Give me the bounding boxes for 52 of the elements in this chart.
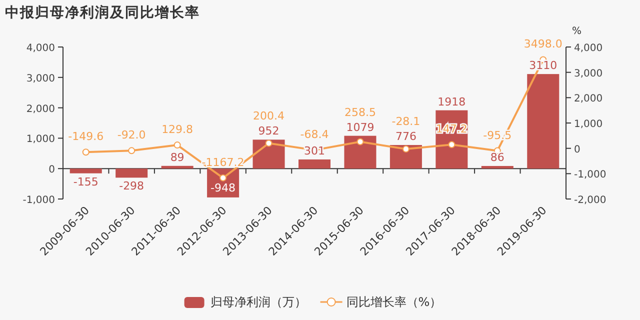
data-label: 147.2: [436, 122, 468, 136]
data-label: -155: [73, 175, 98, 188]
data-label: 1079: [346, 120, 374, 134]
y-tick-label: 3,000: [26, 73, 55, 84]
point: [356, 138, 364, 146]
bar: [70, 168, 102, 174]
bar: [252, 140, 285, 169]
data-label: 3498.0: [524, 38, 562, 51]
data-label: -298: [119, 180, 144, 193]
y2-tick-label: 0: [574, 144, 580, 156]
data-label: -948: [210, 181, 236, 194]
y2-tick-label: -2,000: [574, 195, 606, 206]
bar: [527, 74, 560, 169]
y2-axis-title: %: [572, 26, 582, 37]
y-tick-label: -1,000: [22, 195, 55, 206]
bar: [344, 136, 376, 169]
point: [448, 141, 456, 148]
y2-tick-label: 2,000: [574, 94, 603, 105]
data-label: 86: [490, 150, 504, 164]
legend-label: 归母净利润（万）: [210, 295, 306, 309]
bar: [116, 168, 148, 178]
y2-tick-label: 4,000: [574, 43, 603, 54]
point: [128, 147, 136, 154]
y2-tick-label: -1,000: [574, 170, 606, 181]
bar: [481, 166, 514, 169]
chart-title: 中报归母净利润及同比增长率: [5, 4, 200, 21]
data-label: 89: [170, 150, 184, 164]
data-label: -68.4: [300, 128, 329, 142]
data-label: 258.5: [344, 106, 376, 119]
y-tick-label: 2,000: [26, 104, 55, 115]
legend-label: 同比增长率（%）: [346, 295, 442, 309]
y-tick-label: 0: [48, 164, 55, 176]
data-label: 952: [258, 124, 280, 138]
point: [82, 148, 90, 156]
data-label: 776: [395, 130, 416, 144]
data-label: -149.6: [68, 130, 104, 144]
data-label: 129.8: [162, 123, 194, 136]
data-label: 1918: [438, 95, 466, 108]
data-label: 200.4: [253, 110, 285, 123]
point: [220, 174, 227, 182]
data-label: -1167.2: [202, 156, 244, 169]
data-label: -92.0: [117, 128, 146, 142]
point: [402, 146, 410, 153]
y-tick-label: 1,000: [26, 134, 55, 146]
y-tick-label: 4,000: [26, 43, 55, 54]
y2-tick-label: 1,000: [574, 119, 603, 130]
point: [174, 142, 181, 149]
y2-tick-label: 3,000: [574, 68, 603, 80]
bar: [298, 159, 331, 169]
bar: [161, 166, 194, 169]
point: [265, 140, 272, 147]
data-label: -28.1: [392, 115, 420, 128]
